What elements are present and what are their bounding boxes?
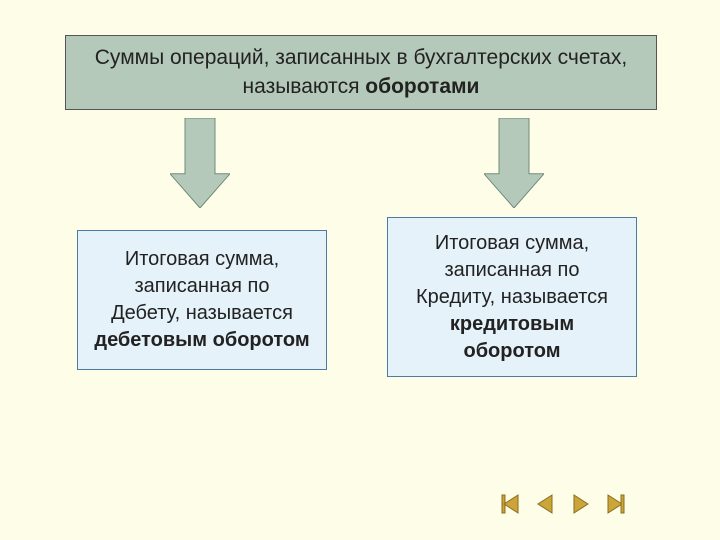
debit-line: Итоговая сумма, (125, 246, 279, 273)
skip-back-icon (500, 492, 524, 516)
nav-prev-button[interactable] (534, 492, 558, 516)
credit-line: Итоговая сумма, (435, 230, 589, 257)
nav-first-button[interactable] (500, 492, 524, 516)
header-line2-bold: оборотами (365, 75, 479, 98)
slide-nav (500, 492, 626, 516)
debit-turnover-box: Итоговая сумма, записанная по Дебету, на… (77, 230, 327, 370)
credit-line-bold: оборотом (463, 338, 560, 365)
debit-line-bold: дебетовым оборотом (94, 327, 309, 354)
header-line1: Суммы операций, записанных в бухгалтерск… (95, 44, 627, 72)
definition-header-box: Суммы операций, записанных в бухгалтерск… (65, 35, 657, 110)
credit-line: Кредиту, называется (416, 284, 608, 311)
nav-next-button[interactable] (568, 492, 592, 516)
header-line2: называются оборотами (243, 73, 480, 101)
header-line2-plain: называются (243, 75, 366, 98)
play-back-icon (534, 492, 558, 516)
credit-line-bold: кредитовым (450, 311, 574, 338)
debit-line: записанная по (135, 273, 270, 300)
credit-line: записанная по (445, 257, 580, 284)
arrow-down-left (170, 118, 230, 208)
credit-turnover-box: Итоговая сумма, записанная по Кредиту, н… (387, 217, 637, 377)
debit-line: Дебету, называется (111, 300, 293, 327)
slide-canvas: Суммы операций, записанных в бухгалтерск… (0, 0, 720, 540)
play-forward-icon (568, 492, 592, 516)
skip-forward-icon (602, 492, 626, 516)
nav-last-button[interactable] (602, 492, 626, 516)
arrow-down-right (484, 118, 544, 208)
